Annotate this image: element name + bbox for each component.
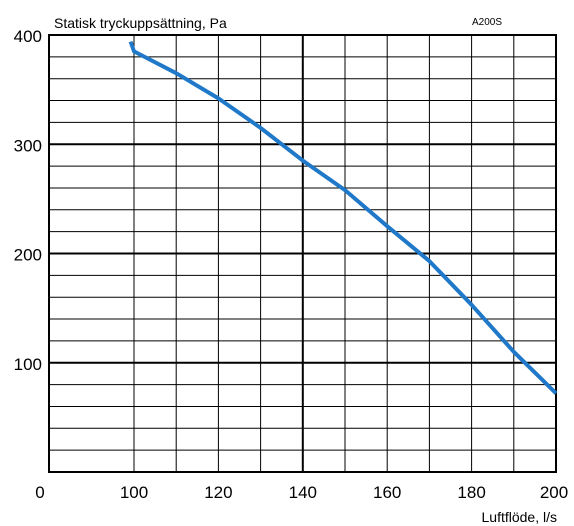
y-tick-label: 200 [14,246,42,265]
x-tick-label: 180 [457,483,485,502]
x-tick-label: 120 [204,483,232,502]
y-tick-label: 100 [14,355,42,374]
y-tick-label: 400 [14,27,42,46]
x-axis-label: Luftflöde, l/s [482,509,558,525]
fan-curve-line [128,40,558,395]
x-tick-label: 200 [540,483,568,502]
plot-frame [48,34,557,473]
chart-title: Statisk tryckuppsättning, Pa [54,15,227,31]
x-tick-label: 100 [120,483,148,502]
x-tick-label: 0 [35,483,44,502]
model-tag: A200S [472,17,502,28]
x-tick-label: 140 [289,483,317,502]
major-grid [49,35,556,472]
x-tick-label: 160 [373,483,401,502]
y-tick-labels: 100 200 300 400 [14,27,42,374]
y-tick-label: 300 [14,136,42,155]
x-tick-labels: 0 100 120 140 160 180 200 [35,483,568,502]
